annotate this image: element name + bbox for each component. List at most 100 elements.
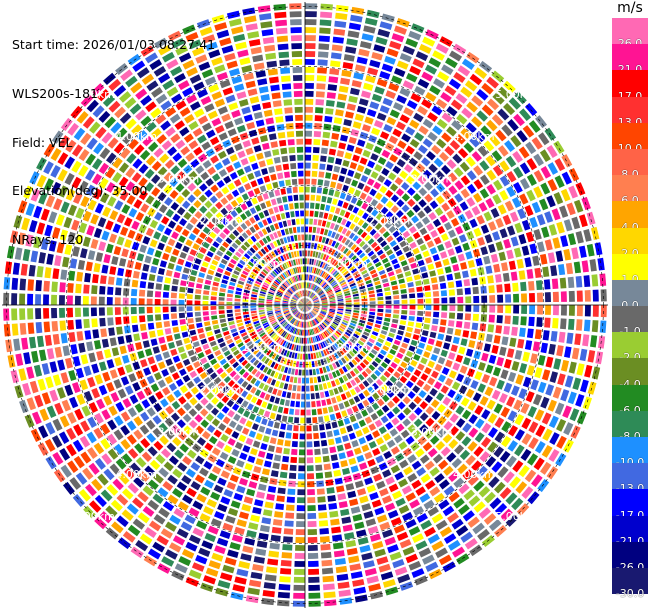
velocity-gate <box>392 490 403 500</box>
velocity-gate <box>226 301 233 305</box>
velocity-gate <box>114 357 123 367</box>
velocity-gate <box>92 188 103 200</box>
velocity-gate <box>75 319 82 330</box>
velocity-gate <box>237 406 245 415</box>
velocity-gate <box>477 145 489 157</box>
velocity-gate <box>178 80 190 91</box>
velocity-gate <box>305 226 309 233</box>
velocity-gate <box>242 348 249 355</box>
velocity-gate <box>337 93 347 101</box>
velocity-gate <box>521 219 531 231</box>
velocity-gate <box>232 383 240 391</box>
velocity-gate <box>289 408 295 415</box>
velocity-gate <box>403 337 411 344</box>
velocity-gate <box>256 152 264 160</box>
velocity-gate <box>93 227 103 239</box>
velocity-gate <box>392 244 400 252</box>
velocity-gate <box>298 305 305 308</box>
velocity-gate <box>305 66 315 73</box>
velocity-gate <box>303 290 305 297</box>
velocity-gate <box>151 174 161 184</box>
velocity-gate <box>158 422 168 433</box>
velocity-gate <box>191 335 198 342</box>
velocity-gate <box>298 321 301 327</box>
velocity-gate <box>516 130 528 143</box>
velocity-gate <box>387 271 395 277</box>
velocity-gate <box>445 335 453 343</box>
velocity-gate <box>182 455 192 466</box>
velocity-gate <box>552 291 559 303</box>
velocity-gate <box>151 161 162 171</box>
velocity-gate <box>352 312 359 316</box>
velocity-gate <box>395 497 406 507</box>
velocity-gate <box>264 44 276 52</box>
velocity-gate <box>305 106 313 113</box>
velocity-gate <box>285 375 290 382</box>
velocity-gate <box>283 282 289 288</box>
velocity-gate <box>471 205 481 216</box>
velocity-gate <box>308 282 311 289</box>
velocity-gate <box>213 254 221 262</box>
velocity-gate <box>250 46 262 55</box>
velocity-gate <box>285 432 292 439</box>
velocity-gate <box>409 499 421 509</box>
velocity-gate <box>341 69 352 78</box>
velocity-gate <box>239 452 248 461</box>
velocity-gate <box>260 202 267 210</box>
velocity-gate <box>435 170 445 180</box>
velocity-gate <box>291 368 295 375</box>
velocity-gate <box>181 188 191 198</box>
velocity-gate <box>313 432 320 440</box>
velocity-gate <box>270 198 277 206</box>
velocity-gate <box>497 294 504 303</box>
velocity-gate <box>251 423 259 431</box>
velocity-gate <box>60 269 68 280</box>
velocity-gate <box>324 319 330 325</box>
velocity-gate <box>171 285 178 292</box>
velocity-gate <box>163 320 171 328</box>
velocity-gate <box>339 427 347 435</box>
velocity-gate <box>290 211 295 218</box>
velocity-gate <box>388 225 397 234</box>
velocity-gate <box>164 196 173 206</box>
velocity-gate <box>456 113 468 125</box>
velocity-gate <box>321 309 327 312</box>
velocity-gate <box>259 311 266 315</box>
velocity-gate <box>264 338 271 344</box>
velocity-gate <box>411 23 425 34</box>
colorbar-tick-label: -30.0 <box>615 587 645 601</box>
velocity-gate <box>416 513 428 523</box>
velocity-gate <box>325 237 330 245</box>
velocity-gate <box>493 403 503 414</box>
velocity-gate <box>330 380 336 387</box>
velocity-gate <box>356 454 365 463</box>
velocity-gate <box>412 58 425 69</box>
velocity-gate <box>348 398 356 406</box>
velocity-gate <box>167 474 178 485</box>
velocity-gate <box>83 365 92 377</box>
velocity-gate <box>424 479 436 490</box>
velocity-gate <box>591 274 599 287</box>
velocity-gate <box>329 267 334 273</box>
velocity-gate <box>299 300 305 305</box>
velocity-gate <box>511 360 520 372</box>
velocity-gate <box>116 127 128 139</box>
velocity-gate <box>331 396 337 404</box>
velocity-gate <box>400 182 410 191</box>
velocity-gate <box>411 568 425 579</box>
velocity-gate <box>311 311 316 316</box>
velocity-gate <box>540 166 552 179</box>
velocity-gate <box>291 308 297 312</box>
velocity-gate <box>224 120 234 130</box>
velocity-gate <box>290 400 295 407</box>
velocity-gate <box>374 86 385 95</box>
velocity-gate <box>33 236 42 249</box>
velocity-gate <box>471 95 484 107</box>
velocity-gate <box>306 321 308 328</box>
velocity-gate <box>92 158 103 170</box>
crosshair-lines <box>2 2 608 608</box>
velocity-gate <box>26 397 37 411</box>
velocity-gate <box>500 262 509 272</box>
velocity-gate <box>299 313 302 319</box>
velocity-gate <box>374 163 383 173</box>
